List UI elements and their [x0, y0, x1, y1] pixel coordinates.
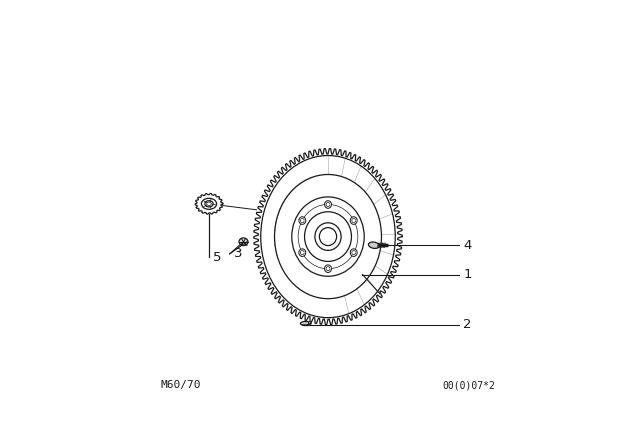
Text: 3: 3 [234, 247, 243, 260]
Ellipse shape [299, 217, 306, 224]
Ellipse shape [324, 201, 332, 208]
Ellipse shape [350, 217, 357, 224]
Text: 4: 4 [463, 239, 472, 252]
Text: 00(0)07*2: 00(0)07*2 [442, 380, 495, 390]
Text: M60/70: M60/70 [161, 380, 201, 390]
Ellipse shape [324, 265, 332, 272]
Ellipse shape [308, 322, 311, 326]
Ellipse shape [350, 249, 357, 256]
Ellipse shape [299, 249, 306, 256]
Text: 1: 1 [463, 268, 472, 281]
Ellipse shape [300, 322, 311, 326]
Ellipse shape [202, 198, 216, 209]
Ellipse shape [315, 223, 341, 250]
Text: 2: 2 [463, 318, 472, 331]
Text: 5: 5 [213, 251, 221, 264]
Ellipse shape [205, 201, 213, 207]
Ellipse shape [369, 242, 380, 249]
Ellipse shape [239, 238, 248, 246]
Ellipse shape [292, 197, 364, 276]
Ellipse shape [260, 155, 396, 318]
